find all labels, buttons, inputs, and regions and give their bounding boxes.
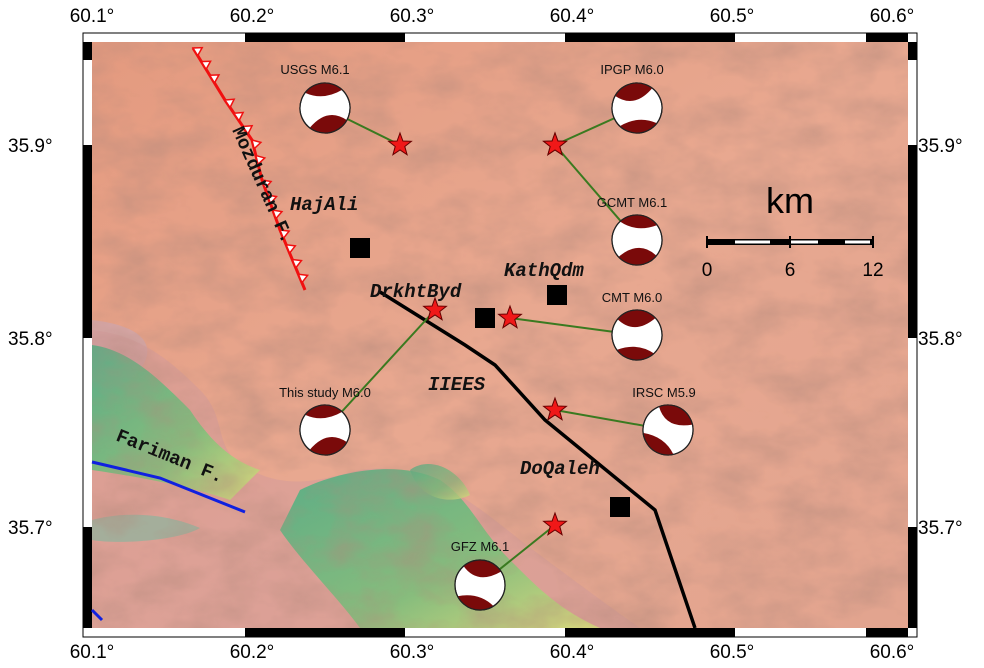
place-label: KathQdm bbox=[504, 260, 584, 282]
lat-tick-label: 35.8° bbox=[918, 329, 963, 350]
place-label: DrkhtByd bbox=[370, 281, 462, 303]
frame-bar bbox=[245, 33, 405, 42]
lat-tick-label: 35.7° bbox=[8, 518, 53, 539]
lon-tick-label: 60.2° bbox=[230, 6, 275, 27]
solution-label: USGS M6.1 bbox=[280, 62, 349, 77]
lon-tick-label: 60.3° bbox=[390, 642, 435, 663]
scale-seg bbox=[845, 241, 870, 244]
town bbox=[547, 285, 567, 305]
frame-bar bbox=[866, 33, 908, 42]
frame-bar bbox=[866, 628, 908, 637]
lon-tick-label: 60.6° bbox=[870, 6, 915, 27]
scale-tick-label: 0 bbox=[702, 260, 713, 281]
solution-label: This study M6.0 bbox=[279, 385, 371, 400]
lon-tick-label: 60.4° bbox=[550, 642, 595, 663]
lon-tick-label: 60.6° bbox=[870, 642, 915, 663]
lat-tick-label: 35.9° bbox=[8, 136, 53, 157]
lat-tick-label: 35.7° bbox=[918, 518, 963, 539]
map: km 60.1°60.1°60.2°60.2°60.3°60.3°60.4°60… bbox=[0, 0, 984, 668]
solution-label: CMT M6.0 bbox=[602, 290, 662, 305]
lon-tick-label: 60.3° bbox=[390, 6, 435, 27]
scale-seg bbox=[735, 241, 770, 244]
scale-tick-label: 6 bbox=[785, 260, 796, 281]
frame-bar bbox=[908, 42, 917, 60]
lon-tick-label: 60.5° bbox=[710, 6, 755, 27]
solution-label: IPGP M6.0 bbox=[600, 62, 663, 77]
place-label: IIEES bbox=[428, 374, 486, 396]
solution-label: GFZ M6.1 bbox=[451, 539, 510, 554]
frame-bar bbox=[908, 145, 917, 338]
scale-seg bbox=[790, 241, 818, 244]
lon-tick-label: 60.5° bbox=[710, 642, 755, 663]
place-label: DoQaleh bbox=[520, 458, 600, 480]
frame-bar bbox=[83, 527, 92, 628]
frame-bar bbox=[245, 628, 405, 637]
town bbox=[475, 308, 495, 328]
lon-tick-label: 60.2° bbox=[230, 642, 275, 663]
frame-bar bbox=[565, 33, 735, 42]
town bbox=[610, 497, 630, 517]
frame-bar bbox=[83, 145, 92, 338]
lat-tick-label: 35.9° bbox=[918, 136, 963, 157]
lon-tick-label: 60.1° bbox=[70, 6, 115, 27]
frame-bar bbox=[908, 527, 917, 628]
scale-tick-label: 12 bbox=[862, 260, 883, 281]
solution-label: GCMT M6.1 bbox=[597, 195, 668, 210]
town bbox=[350, 238, 370, 258]
solution-label: IRSC M5.9 bbox=[632, 385, 696, 400]
place-label: HajAli bbox=[290, 194, 358, 216]
lat-tick-label: 35.8° bbox=[8, 329, 53, 350]
frame-bar bbox=[83, 42, 92, 60]
lon-tick-label: 60.1° bbox=[70, 642, 115, 663]
lon-tick-label: 60.4° bbox=[550, 6, 595, 27]
scale-unit: km bbox=[766, 180, 814, 221]
frame-bar bbox=[565, 628, 735, 637]
